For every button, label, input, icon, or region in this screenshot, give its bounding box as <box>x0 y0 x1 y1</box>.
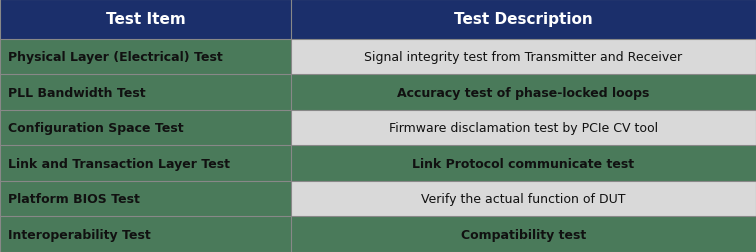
Bar <box>291 217 756 252</box>
Text: Interoperability Test: Interoperability Test <box>8 228 150 241</box>
Text: Firmware disclamation test by PCIe CV tool: Firmware disclamation test by PCIe CV to… <box>389 122 658 135</box>
Bar <box>291 40 756 75</box>
Text: Compatibility test: Compatibility test <box>461 228 586 241</box>
Text: Link and Transaction Layer Test: Link and Transaction Layer Test <box>8 157 230 170</box>
Bar <box>291 0 756 40</box>
Bar <box>0 146 291 181</box>
Bar <box>0 75 291 111</box>
Text: Configuration Space Test: Configuration Space Test <box>8 122 183 135</box>
Bar <box>291 75 756 111</box>
Text: Test Item: Test Item <box>106 12 185 27</box>
Text: Platform BIOS Test: Platform BIOS Test <box>8 193 139 205</box>
Bar <box>0 40 291 75</box>
Text: Test Description: Test Description <box>454 12 593 27</box>
Text: Accuracy test of phase-locked loops: Accuracy test of phase-locked loops <box>398 86 649 99</box>
Bar <box>0 181 291 217</box>
Text: Signal integrity test from Transmitter and Receiver: Signal integrity test from Transmitter a… <box>364 51 683 64</box>
Bar <box>0 111 291 146</box>
Bar <box>291 181 756 217</box>
Bar <box>291 111 756 146</box>
Text: PLL Bandwidth Test: PLL Bandwidth Test <box>8 86 145 99</box>
Bar <box>0 217 291 252</box>
Bar <box>0 0 291 40</box>
Text: Physical Layer (Electrical) Test: Physical Layer (Electrical) Test <box>8 51 222 64</box>
Text: Verify the actual function of DUT: Verify the actual function of DUT <box>421 193 626 205</box>
Text: Link Protocol communicate test: Link Protocol communicate test <box>413 157 634 170</box>
Bar <box>291 146 756 181</box>
